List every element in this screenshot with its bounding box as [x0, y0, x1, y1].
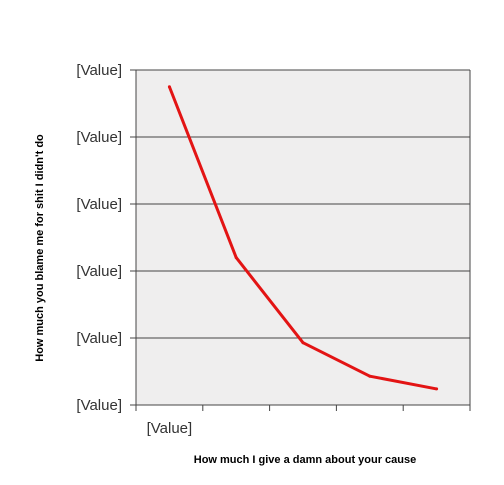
y-tick-labels: [Value] [Value] [Value] [Value] [Value] [Valu… — [76, 62, 122, 414]
data-point-0-4 — [435, 387, 439, 391]
data-point-0-0 — [167, 85, 171, 89]
y-tick-label-0: [Value] — [76, 397, 122, 414]
tick-marks — [130, 69, 471, 411]
series-group — [167, 85, 439, 391]
y-axis-title: How much you blame me for shit I didn't … — [34, 134, 46, 362]
data-point-0-2 — [301, 341, 305, 345]
x-axis-title: How much I give a damn about your cause — [194, 454, 417, 466]
y-tick-label-3: [Value] — [76, 196, 122, 213]
y-tick-label-5: [Value] — [76, 62, 122, 79]
y-tick-label-1: [Value] — [76, 330, 122, 347]
x-tick-labels: [Value] — [147, 420, 193, 437]
data-point-0-3 — [368, 374, 372, 378]
data-point-0-1 — [234, 256, 238, 260]
axes — [135, 70, 471, 406]
y-tick-label-2: [Value] — [76, 263, 122, 280]
y-tick-label-4: [Value] — [76, 129, 122, 146]
plot-area — [136, 70, 470, 405]
x-tick-label-0: [Value] — [147, 420, 193, 437]
